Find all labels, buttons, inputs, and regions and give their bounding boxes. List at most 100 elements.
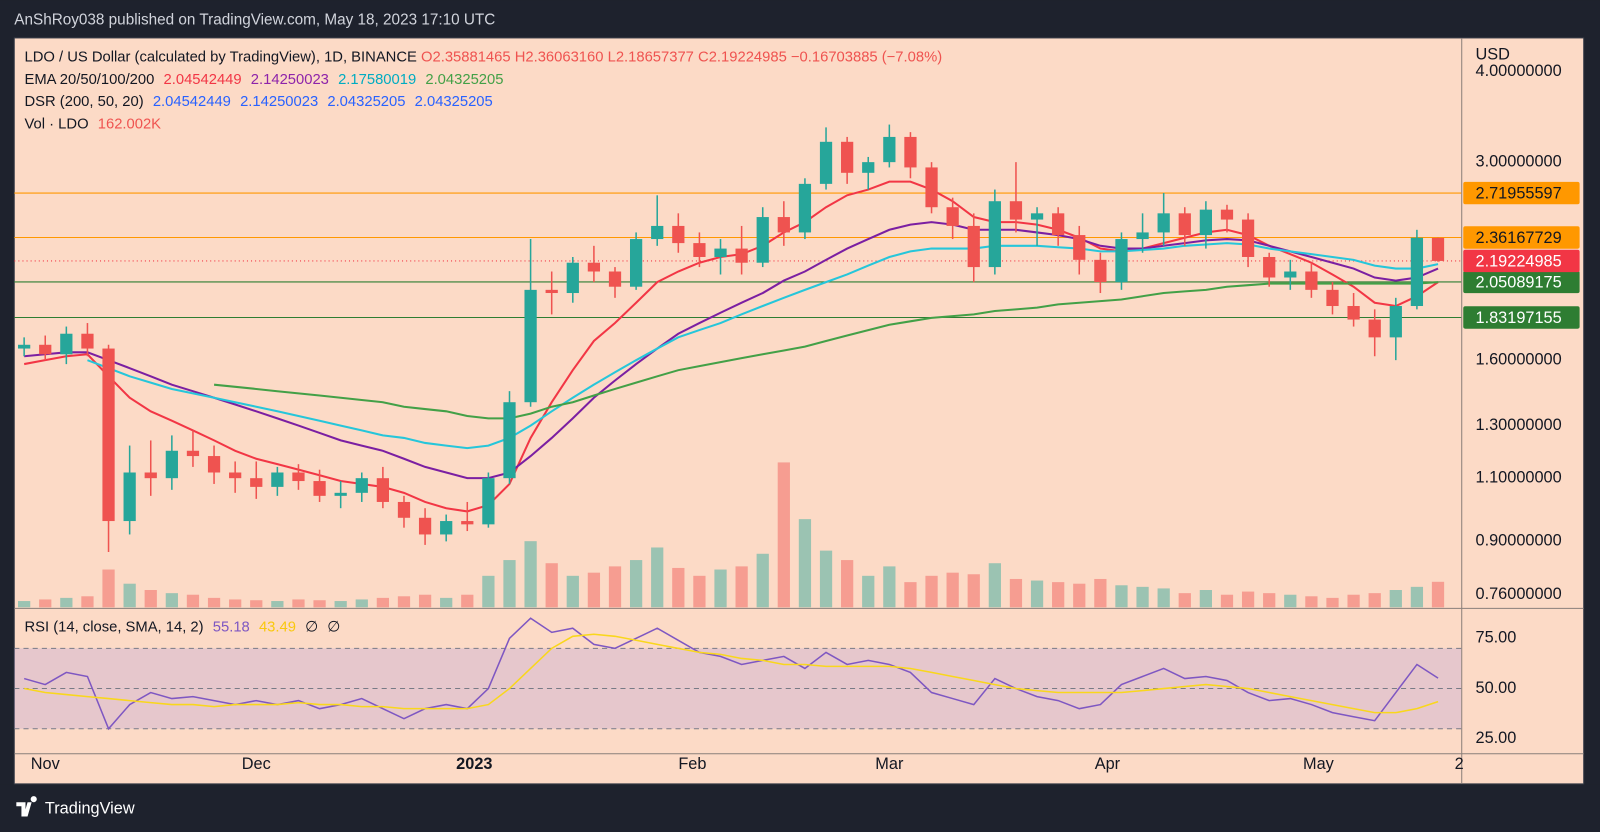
candle-body xyxy=(397,501,411,518)
volume-bar xyxy=(250,600,263,608)
price-line-label: 2.05089175 xyxy=(1476,273,1562,291)
y-tick-label: 1.30000000 xyxy=(1476,416,1562,434)
indicator-name: DSR (200, 50, 20) xyxy=(24,94,143,110)
indicator-line xyxy=(213,281,1439,420)
ohlc-open: O2.35881465 xyxy=(421,49,511,65)
candle-body xyxy=(207,456,221,473)
symbol-legend: LDO / US Dollar (calculated by TradingVi… xyxy=(24,49,942,65)
indicator-value: 2.04542449 xyxy=(153,94,231,110)
volume-bar xyxy=(1410,586,1424,608)
volume-bar xyxy=(123,583,136,608)
candle-body xyxy=(608,271,622,287)
ohlc-high: H2.36063160 xyxy=(515,49,604,65)
rsi-tick-label: 25.00 xyxy=(1476,729,1517,747)
main-pane xyxy=(14,124,1462,608)
volume-bar xyxy=(1368,593,1381,608)
volume-bar xyxy=(482,575,495,608)
candle-body xyxy=(1178,213,1191,236)
volume-bar xyxy=(1241,591,1255,608)
candle-body xyxy=(376,478,390,502)
candle-body xyxy=(693,243,706,257)
price-line-label-bg xyxy=(1463,270,1580,294)
indicator-value: 2.14250023 xyxy=(240,94,318,110)
last-price-label: 2.19224985 xyxy=(1476,252,1562,270)
candle-body xyxy=(672,225,685,244)
y-tick-label: 0.76000000 xyxy=(1476,585,1562,603)
rsi-pane xyxy=(14,617,1462,731)
candle-body xyxy=(545,289,558,294)
candle-body xyxy=(967,225,980,268)
volume-bar xyxy=(355,599,368,608)
volume-bar xyxy=(862,575,875,608)
candle-body xyxy=(271,472,284,487)
volume-bar xyxy=(229,599,242,608)
y-tick-label: 1.60000000 xyxy=(1476,350,1562,368)
candle-body xyxy=(777,217,790,233)
publisher-line: AnShRoy038 published on TradingView.com,… xyxy=(14,12,495,29)
volume-bar xyxy=(608,566,622,608)
volume-bar xyxy=(566,575,579,608)
candle-body xyxy=(756,217,769,263)
candle-body xyxy=(482,478,495,525)
indicator-value: 2.04325205 xyxy=(415,94,493,110)
volume-bar xyxy=(165,593,178,608)
rsi-value: ∅ xyxy=(305,620,318,636)
volume-bar xyxy=(1157,588,1170,608)
volume-bar xyxy=(144,590,157,608)
volume-bar xyxy=(925,575,938,608)
volume-bar xyxy=(81,596,94,608)
candle-body xyxy=(81,333,94,349)
candle-body xyxy=(18,344,31,349)
indicator-value: 2.14250023 xyxy=(251,72,329,88)
candle-body xyxy=(229,472,242,479)
candle-body xyxy=(1073,235,1086,260)
candle-body xyxy=(1199,209,1213,236)
indicator-legend: EMA 20/50/100/200 2.04542449 2.14250023 2.1… xyxy=(24,72,503,88)
candle-body xyxy=(1368,319,1381,338)
volume-bar xyxy=(524,541,537,608)
indicator-value: 2.04325205 xyxy=(425,72,503,88)
candle-body xyxy=(1389,306,1402,338)
y-tick-label: 4.00000000 xyxy=(1476,62,1562,80)
indicator-value: 2.04542449 xyxy=(164,72,242,88)
candle-body xyxy=(1241,219,1255,257)
candle-body xyxy=(503,402,516,479)
footer-bar xyxy=(0,784,1600,832)
volume-bar xyxy=(1284,594,1297,608)
candle-body xyxy=(1052,213,1065,236)
indicator-name: Vol · LDO xyxy=(24,117,88,133)
indicator-line xyxy=(24,633,1439,714)
candle-body xyxy=(524,289,537,403)
volume-bar xyxy=(1009,578,1023,608)
candle-body xyxy=(1136,232,1149,240)
volume-bar xyxy=(629,560,643,608)
volume-bar xyxy=(1199,590,1213,608)
legend: LDO / US Dollar (calculated by TradingVi… xyxy=(24,49,942,635)
candle-body xyxy=(60,333,73,355)
volume-bar xyxy=(1115,585,1128,608)
candle-body xyxy=(334,492,347,496)
brand-logo xyxy=(16,796,37,817)
candle-body xyxy=(841,141,854,173)
indicator-line xyxy=(23,617,1439,731)
candle-body xyxy=(165,450,178,479)
volume-bar xyxy=(545,563,558,608)
volume-bar xyxy=(988,563,1001,608)
price-line-label: 2.71955597 xyxy=(1476,184,1562,202)
volume-bar xyxy=(693,575,706,608)
candle-body xyxy=(418,517,432,535)
x-tick-label: 2 xyxy=(1455,755,1464,773)
candle-body xyxy=(946,207,959,226)
indicator-value: 162.002K xyxy=(98,117,161,133)
candle-body xyxy=(123,472,136,522)
candle-body xyxy=(1305,271,1318,290)
x-tick-label: 2023 xyxy=(456,755,492,773)
candle-body xyxy=(250,478,263,487)
candle-body xyxy=(461,521,474,525)
candle-body xyxy=(1220,209,1234,220)
candle-body xyxy=(355,478,368,493)
volume-bar xyxy=(1052,582,1065,608)
candle-body xyxy=(1115,239,1128,283)
volume-bar xyxy=(714,569,727,608)
